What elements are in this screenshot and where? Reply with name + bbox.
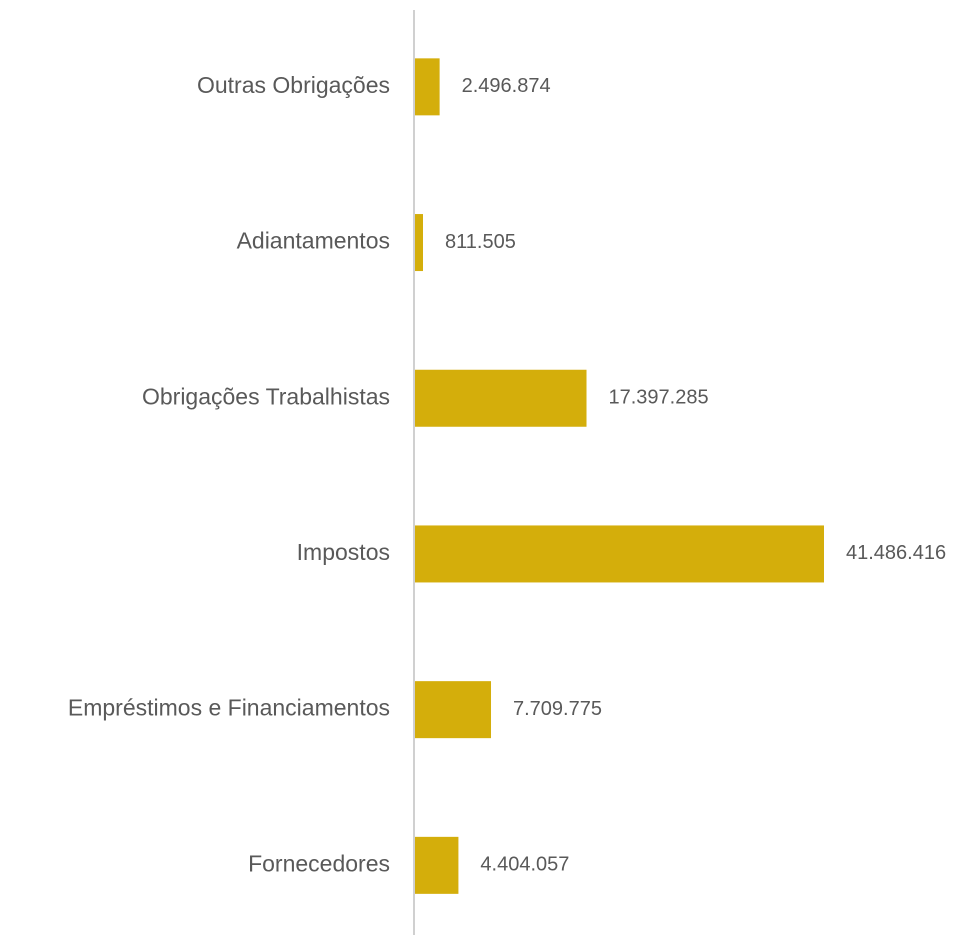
category-label: Adiantamentos	[237, 228, 390, 254]
category-label: Empréstimos e Financiamentos	[68, 695, 390, 721]
value-label: 811.505	[445, 231, 516, 253]
value-label: 7.709.775	[513, 698, 602, 720]
bar	[415, 214, 424, 272]
value-label: 4.404.057	[480, 854, 569, 876]
bar	[415, 836, 459, 894]
category-label: Outras Obrigações	[197, 72, 390, 98]
value-label: 41.486.416	[846, 542, 946, 564]
category-label: Impostos	[297, 539, 390, 565]
value-label: 17.397.285	[609, 387, 709, 409]
bar	[415, 525, 824, 583]
bar	[415, 681, 492, 739]
bar	[415, 58, 440, 116]
category-label: Obrigações Trabalhistas	[142, 383, 390, 409]
category-label: Fornecedores	[248, 850, 390, 876]
bar	[415, 369, 587, 427]
value-label: 2.496.874	[462, 75, 551, 97]
